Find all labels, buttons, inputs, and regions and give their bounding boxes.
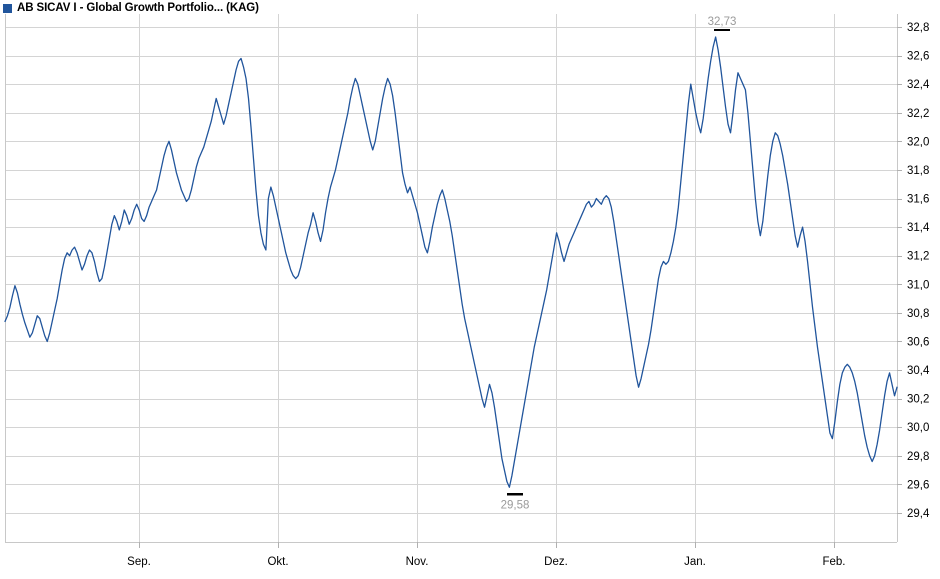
chart-title-row: AB SICAV I - Global Growth Portfolio... … xyxy=(0,0,259,16)
page-title: AB SICAV I - Global Growth Portfolio... … xyxy=(17,1,259,14)
y-axis-tick-label: 31,4 xyxy=(907,222,930,234)
y-axis-tick-label: 29,6 xyxy=(907,479,929,491)
y-axis-tick-label: 32,8 xyxy=(907,22,929,34)
y-axis-tick-label: 30,8 xyxy=(907,308,929,320)
x-axis-tick-label: Nov. xyxy=(406,556,429,568)
y-axis-tick-label: 29,8 xyxy=(907,451,929,463)
grid-layer xyxy=(5,27,897,514)
y-axis-tick-label: 31,6 xyxy=(907,194,929,206)
y-axis-tick-label: 30,2 xyxy=(907,394,929,406)
y-axis-tick-label: 32,4 xyxy=(907,79,930,91)
x-axis-tick-label: Dez. xyxy=(544,556,568,568)
x-axis-tick-label: Jan. xyxy=(684,556,706,568)
y-axis-labels: 32,8 32,6 32,4 32,2 32,0 31,8 31,6 31,4 31,2 31,0… xyxy=(907,22,930,520)
series-line-global-growth xyxy=(4,36,898,488)
axis-layer xyxy=(5,14,902,548)
x-axis-tick-label: Sep. xyxy=(127,556,151,568)
y-axis-tick-label: 32,2 xyxy=(907,108,929,120)
low-marker-label: 29,58 xyxy=(501,499,530,511)
y-axis-tick-label: 29,4 xyxy=(907,508,930,520)
y-axis-tick-label: 31,8 xyxy=(907,165,929,177)
y-axis-tick-label: 30,6 xyxy=(907,336,929,348)
y-axis-tick-label: 32,6 xyxy=(907,51,929,63)
y-axis-tick-label: 30,0 xyxy=(907,422,929,434)
y-axis-tick-label: 31,0 xyxy=(907,279,929,291)
y-axis-tick-label: 30,4 xyxy=(907,365,930,377)
extreme-markers-layer: 32,73 29,58 xyxy=(501,16,737,511)
x-axis-tick-label: Okt. xyxy=(267,556,288,568)
x-axis-tick-label: Feb. xyxy=(822,556,845,568)
square-swatch-icon xyxy=(3,3,12,13)
y-axis-tick-label: 32,0 xyxy=(907,136,929,148)
chart-container[interactable]: 32,73 29,58 32,8 32,6 32,4 32,2 32,0 31,8 31,6 3… xyxy=(0,14,940,579)
high-marker-label: 32,73 xyxy=(708,16,737,28)
x-axis-labels: Sep. Okt. Nov. Dez. Jan. Feb. xyxy=(127,556,845,568)
y-axis-tick-label: 31,2 xyxy=(907,251,929,263)
series-layer xyxy=(4,36,898,488)
vertical-grid-layer xyxy=(139,14,835,542)
